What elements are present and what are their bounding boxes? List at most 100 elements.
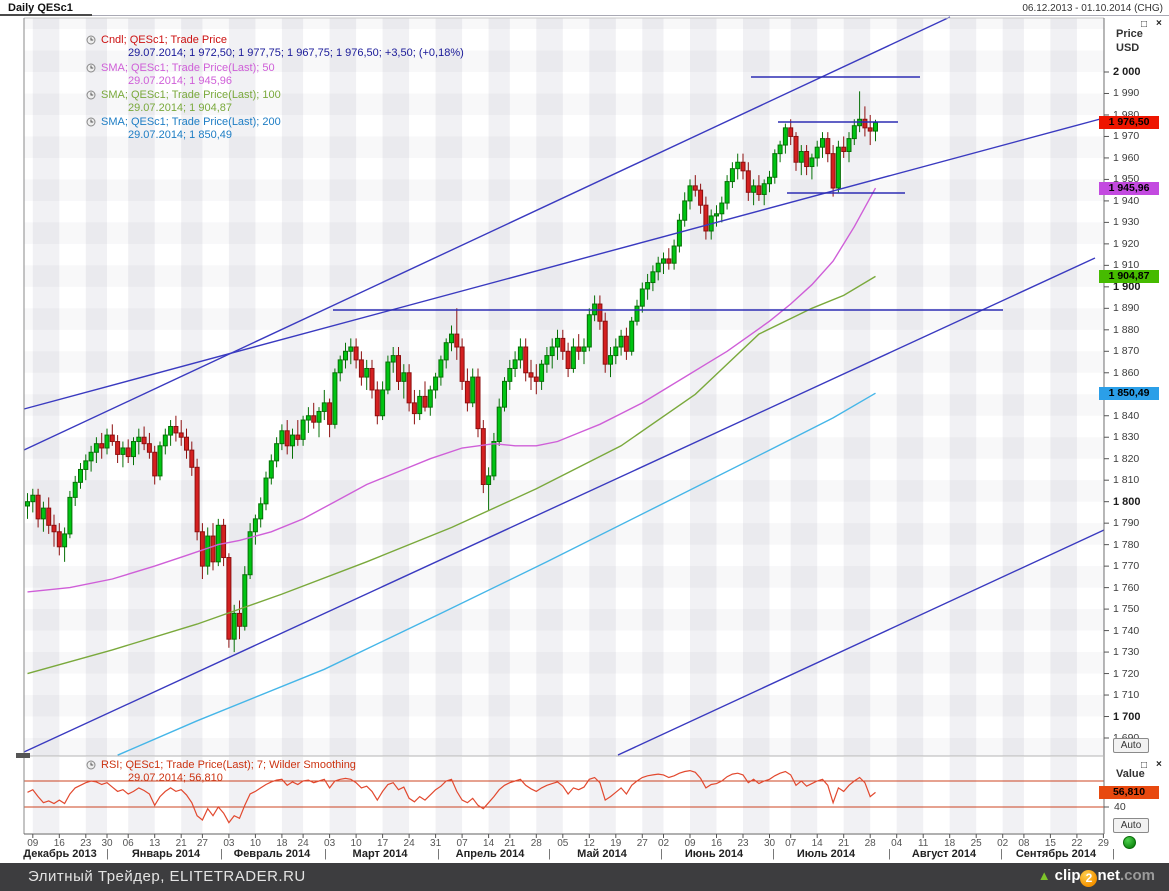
rsi-value-tag: 56,810	[1099, 785, 1159, 799]
day-tick-label: 24	[403, 838, 415, 849]
month-separator: |	[660, 848, 663, 860]
clock-icon	[86, 117, 96, 131]
pane-splitter-handle[interactable]	[16, 753, 30, 758]
month-separator: |	[324, 848, 327, 860]
legend-sma50[interactable]: SMA; QESc1; Trade Price(Last); 50	[86, 62, 275, 75]
price-tick-label: 1 970	[1113, 130, 1140, 143]
day-tick-label: 05	[557, 838, 569, 849]
day-tick-label: 21	[838, 838, 850, 849]
day-tick-label: 08	[1018, 838, 1030, 849]
price-tick-label: 1 770	[1113, 560, 1140, 573]
day-tick-label: 15	[1044, 838, 1056, 849]
maximize-pane-button[interactable]: □	[1141, 19, 1148, 30]
month-label: Январь 2014	[131, 848, 201, 860]
day-tick-label: 23	[80, 838, 92, 849]
month-label: Сентябрь 2014	[1015, 848, 1097, 860]
price-tick-label: 1 990	[1113, 87, 1140, 100]
day-tick-label: 21	[175, 838, 187, 849]
price-tick-label: 1 890	[1113, 302, 1140, 315]
day-tick-label: 10	[350, 838, 362, 849]
upload-arrow-icon: ▲	[1037, 868, 1051, 883]
price-tick-label: 1 810	[1113, 474, 1140, 487]
price-tag-sma200: 1 850,49	[1099, 386, 1159, 400]
logo-net: net	[1097, 867, 1120, 884]
day-tick-label: 09	[684, 838, 696, 849]
clip2net-logo[interactable]: ▲ clip 2 net.com	[1038, 867, 1155, 887]
day-tick-label: 21	[504, 838, 516, 849]
rsi-axis-auto-button[interactable]: Auto	[1113, 818, 1149, 833]
day-tick-label: 03	[324, 838, 336, 849]
day-tick-label: 24	[297, 838, 309, 849]
day-tick-label: 10	[249, 838, 261, 849]
price-tick-label: 1 780	[1113, 538, 1140, 551]
clock-icon	[86, 90, 96, 104]
month-separator: |	[1112, 848, 1115, 860]
logo-clip: clip	[1054, 867, 1081, 884]
legend-candle-label: Cndl; QESc1; Trade Price	[101, 34, 227, 46]
day-tick-label: 30	[763, 838, 776, 849]
price-tick-label: 1 760	[1113, 581, 1140, 594]
legend-sma200-label: SMA; QESc1; Trade Price(Last); 200	[101, 116, 281, 128]
legend-sma100-label: SMA; QESc1; Trade Price(Last); 100	[101, 89, 281, 101]
month-separator: |	[220, 848, 223, 860]
day-tick-label: 27	[196, 838, 208, 849]
day-tick-label: 23	[737, 838, 749, 849]
price-tick-label: 1 820	[1113, 452, 1140, 465]
price-tick-label: 1 710	[1113, 689, 1140, 702]
price-tick-label: 1 880	[1113, 323, 1140, 336]
legend-sma50-label: SMA; QESc1; Trade Price(Last); 50	[101, 62, 275, 74]
day-tick-label: 31	[430, 838, 442, 849]
day-tick-label: 07	[785, 838, 797, 849]
day-tick-label: 02	[997, 838, 1009, 849]
price-tick-label: 1 870	[1113, 345, 1140, 358]
price-tick-label: 1 830	[1113, 431, 1140, 444]
close-rsi-pane-button[interactable]: ×	[1156, 759, 1162, 770]
logo-com: .com	[1119, 867, 1155, 884]
day-tick-label: 29	[1097, 838, 1109, 849]
day-tick-label: 19	[610, 838, 622, 849]
close-pane-button[interactable]: ×	[1156, 18, 1162, 29]
price-tick-label: 1 840	[1113, 409, 1140, 422]
legend-sma100-value: 29.07.2014; 1 904,87	[128, 102, 232, 114]
legend-rsi-label: RSI; QESc1; Trade Price(Last); 7; Wilder…	[101, 759, 356, 771]
value-axis-title: Value	[1116, 768, 1145, 780]
price-tick-label: 1 700	[1113, 710, 1141, 723]
month-separator: |	[888, 848, 891, 860]
day-tick-label: 03	[223, 838, 235, 849]
rsi-tick-40: 40	[1114, 801, 1126, 813]
month-label: Декабрь 2013	[23, 848, 97, 860]
price-tick-label: 1 920	[1113, 237, 1140, 250]
day-tick-label: 02	[657, 838, 670, 849]
day-tick-label: 12	[583, 838, 595, 849]
price-tag-last-price: 1 976,50	[1099, 115, 1159, 129]
legend-sma100[interactable]: SMA; QESc1; Trade Price(Last); 100	[86, 89, 281, 102]
day-tick-label: 09	[27, 838, 39, 849]
month-label: Июль 2014	[796, 848, 856, 860]
title-divider	[0, 15, 1169, 16]
month-label: Март 2014	[352, 848, 408, 860]
legend-candle-values: 29.07.2014; 1 972,50; 1 977,75; 1 967,75…	[128, 47, 464, 59]
legend-rsi[interactable]: RSI; QESc1; Trade Price(Last); 7; Wilder…	[86, 759, 356, 772]
month-label: Август 2014	[911, 848, 977, 860]
price-tick-label: 1 750	[1113, 603, 1140, 616]
day-tick-label: 28	[530, 838, 542, 849]
legend-sma200[interactable]: SMA; QESc1; Trade Price(Last); 200	[86, 116, 281, 129]
maximize-rsi-pane-button[interactable]: □	[1141, 760, 1148, 771]
month-separator: |	[106, 848, 109, 860]
legend-candle[interactable]: Cndl; QESc1; Trade Price	[86, 34, 227, 47]
legend-sma200-value: 29.07.2014; 1 850,49	[128, 129, 232, 141]
month-label: Февраль 2014	[233, 848, 311, 860]
day-tick-label: 13	[149, 838, 161, 849]
price-tick-label: 1 960	[1113, 151, 1140, 164]
logo-2-icon: 2	[1080, 870, 1098, 887]
price-tick-label: 2 000	[1113, 66, 1141, 78]
footer-branding: Элитный Трейдер, ELITETRADER.RU	[28, 868, 306, 885]
price-tick-label: 1 900	[1113, 280, 1141, 293]
price-axis-currency: USD	[1116, 42, 1140, 54]
month-separator: |	[772, 848, 775, 860]
price-axis-auto-button[interactable]: Auto	[1113, 738, 1149, 753]
price-tag-sma50: 1 945,96	[1099, 181, 1159, 195]
window-title: Daily QESc1	[8, 2, 73, 14]
day-tick-label: 16	[710, 838, 723, 849]
